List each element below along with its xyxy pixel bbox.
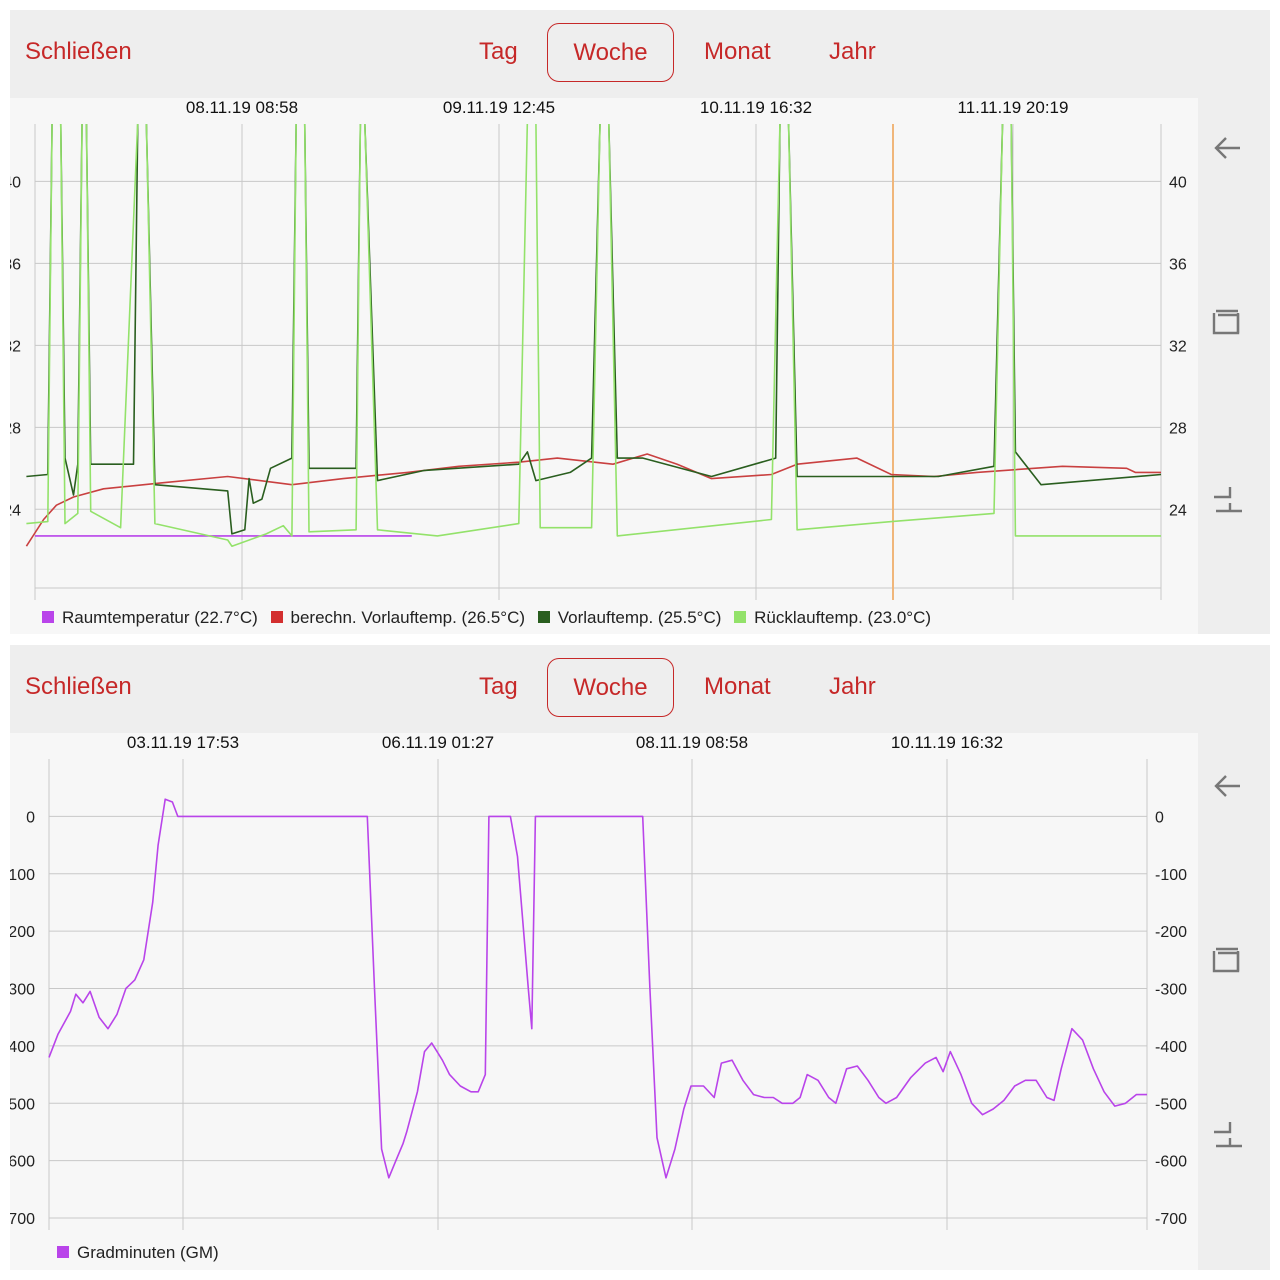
y-tick-label-left: 0 <box>26 809 35 826</box>
y-tick-label-left: -300 <box>10 982 35 999</box>
y-tick-label-left: -200 <box>10 924 35 941</box>
legend-swatch <box>42 611 54 624</box>
chart-legend: Raumtemperatur (22.7°C) berechn. Vorlauf… <box>42 608 939 628</box>
legend-label: berechn. Vorlauftemp. (26.5°C) <box>290 608 526 627</box>
close-button[interactable]: Schließen <box>25 38 132 65</box>
y-tick-label-right: -100 <box>1155 867 1187 884</box>
tab-year[interactable]: Jahr <box>829 38 876 65</box>
chart-area <box>10 98 1198 634</box>
y-tick-label-right: -400 <box>1155 1039 1187 1056</box>
y-tick-label-right: 0 <box>1155 809 1164 826</box>
tab-month[interactable]: Monat <box>704 38 771 65</box>
recent-apps-icon[interactable] <box>1210 305 1246 341</box>
y-tick-label-right: 28 <box>1169 420 1187 437</box>
tab-day[interactable]: Tag <box>479 673 518 700</box>
y-tick-label-left: 32 <box>10 338 21 355</box>
tab-week[interactable]: Woche <box>547 658 674 717</box>
tab-week-label: Woche <box>573 39 648 66</box>
recent-apps-alt-icon[interactable] <box>1210 483 1246 519</box>
y-tick-label-left: -400 <box>10 1039 35 1056</box>
navigation-bar <box>1198 645 1270 1270</box>
degree-minutes-chart[interactable]: 0 0 -100 -100 -200 -200 -300 -300 -400 -400 -500 -5… <box>10 645 1270 1270</box>
y-tick-label-right: -300 <box>1155 982 1187 999</box>
y-tick-label-left: 36 <box>10 256 21 273</box>
y-tick-label-right: -200 <box>1155 924 1187 941</box>
y-tick-label-left: -700 <box>10 1211 35 1228</box>
legend-label: Rücklauftemp. (23.0°C) <box>754 608 932 627</box>
series-line <box>48 798 1147 1179</box>
x-tick-label: 09.11.19 12:45 <box>443 98 555 117</box>
legend-item: Vorlauftemp. (25.5°C) <box>537 608 722 627</box>
legend-swatch <box>537 611 550 624</box>
y-tick-label-left: 40 <box>10 174 21 191</box>
y-tick-label-left: 28 <box>10 420 21 437</box>
y-tick-label-left: -100 <box>10 867 35 884</box>
degree-minutes-chart-panel: Schließen Tag Woche Monat Jahr 0 0 -100 -10… <box>10 645 1270 1270</box>
back-arrow-icon[interactable] <box>1210 768 1246 804</box>
back-arrow-icon[interactable] <box>1210 130 1246 166</box>
x-tick-label: 11.11.19 20:19 <box>958 98 1069 117</box>
y-tick-label-right: 32 <box>1169 338 1187 355</box>
toolbar: Schließen Tag Woche Monat Jahr <box>10 10 1198 98</box>
tab-week[interactable]: Woche <box>547 23 674 82</box>
x-tick-label: 10.11.19 16:32 <box>700 98 812 117</box>
x-tick-label: 08.11.19 08:58 <box>636 733 748 752</box>
y-tick-label-right: 24 <box>1169 502 1187 519</box>
legend-label: Raumtemperatur (22.7°C) <box>62 608 258 627</box>
toolbar: Schließen Tag Woche Monat Jahr <box>10 645 1198 733</box>
temperature-chart[interactable]: 40 40 36 36 32 32 28 28 24 24 08.11.19 08:58 09.11.… <box>10 10 1270 634</box>
x-tick-label: 06.11.19 01:27 <box>382 733 494 752</box>
legend-label: Gradminuten (GM) <box>77 1243 219 1262</box>
y-tick-label-left: -600 <box>10 1154 35 1171</box>
x-tick-label: 10.11.19 16:32 <box>891 733 1003 752</box>
x-tick-label: 03.11.19 17:53 <box>127 733 239 752</box>
tab-year[interactable]: Jahr <box>829 673 876 700</box>
series-line <box>25 453 1161 547</box>
y-tick-label-right: -500 <box>1155 1096 1187 1113</box>
legend-swatch <box>734 611 747 624</box>
chart-area <box>10 733 1198 1270</box>
legend-swatch <box>270 611 283 624</box>
y-tick-label-right: -700 <box>1155 1211 1187 1228</box>
legend-item: Gradminuten (GM) <box>57 1243 219 1262</box>
tab-day[interactable]: Tag <box>479 38 518 65</box>
legend-item: berechn. Vorlauftemp. (26.5°C) <box>270 608 526 627</box>
y-tick-label-left: -500 <box>10 1096 35 1113</box>
temperature-chart-panel: Schließen Tag Woche Monat Jahr 40 40 36 36 3… <box>10 10 1270 634</box>
tab-week-label: Woche <box>573 674 648 701</box>
chart-legend: Gradminuten (GM) <box>57 1243 227 1263</box>
home-square-icon[interactable] <box>1210 943 1246 979</box>
recent-apps-alt-icon[interactable] <box>1210 1118 1246 1154</box>
legend-swatch <box>57 1246 69 1259</box>
legend-label: Vorlauftemp. (25.5°C) <box>557 608 722 627</box>
close-button[interactable]: Schließen <box>25 673 132 700</box>
series-line <box>26 124 1161 547</box>
legend-item: Raumtemperatur (22.7°C) <box>42 608 258 627</box>
legend-item: Rücklauftemp. (23.0°C) <box>734 608 931 627</box>
y-tick-label-left: 24 <box>10 502 21 519</box>
tab-month[interactable]: Monat <box>704 673 771 700</box>
navigation-bar <box>1198 10 1270 634</box>
y-tick-label-right: 40 <box>1169 174 1187 191</box>
y-tick-label-right: 36 <box>1169 256 1187 273</box>
y-tick-label-right: -600 <box>1155 1154 1187 1171</box>
x-tick-label: 08.11.19 08:58 <box>186 98 298 117</box>
